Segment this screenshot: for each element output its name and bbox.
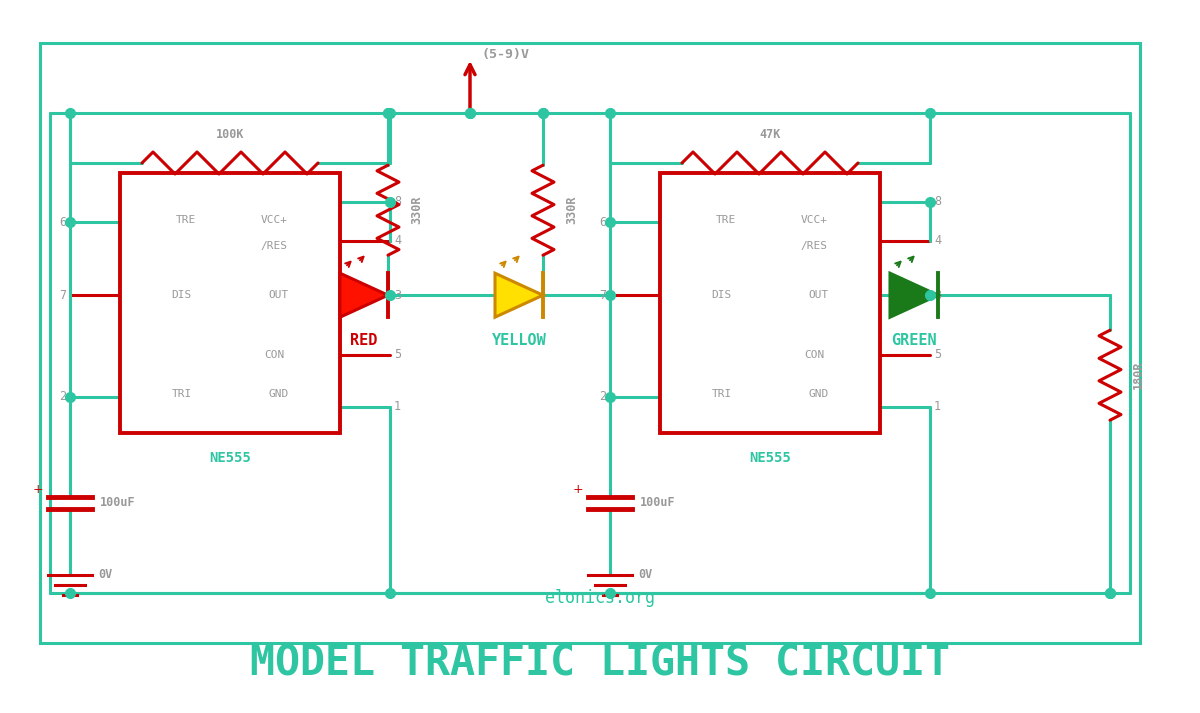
- Text: +: +: [572, 483, 583, 496]
- Text: 100K: 100K: [216, 128, 245, 141]
- Text: RED: RED: [350, 333, 378, 348]
- Text: 100uF: 100uF: [100, 496, 136, 510]
- Text: GND: GND: [269, 389, 288, 399]
- Text: TRE: TRE: [716, 215, 736, 225]
- Text: 3: 3: [394, 289, 401, 302]
- Polygon shape: [496, 273, 542, 317]
- Text: 100uF: 100uF: [640, 496, 676, 510]
- Text: 3: 3: [934, 289, 941, 302]
- Text: 4: 4: [394, 234, 401, 247]
- Text: (5-9)V: (5-9)V: [482, 48, 530, 61]
- Text: VCC+: VCC+: [260, 215, 288, 225]
- Text: DIS: DIS: [172, 290, 192, 300]
- Bar: [660, 173, 880, 433]
- Text: VCC+: VCC+: [800, 215, 828, 225]
- Text: 6: 6: [599, 216, 606, 229]
- Text: 7: 7: [599, 289, 606, 302]
- Text: TRI: TRI: [172, 389, 192, 399]
- Text: GREEN: GREEN: [892, 333, 937, 348]
- Polygon shape: [890, 273, 938, 317]
- Text: OUT: OUT: [809, 290, 828, 300]
- Text: 0V: 0V: [98, 568, 113, 582]
- Text: 2: 2: [599, 390, 606, 403]
- Text: CON: CON: [804, 350, 824, 360]
- Text: 330R: 330R: [565, 196, 578, 225]
- Text: TRI: TRI: [712, 389, 732, 399]
- Text: MODEL TRAFFIC LIGHTS CIRCUIT: MODEL TRAFFIC LIGHTS CIRCUIT: [250, 642, 950, 684]
- Text: /RES: /RES: [260, 241, 288, 251]
- Text: OUT: OUT: [269, 290, 288, 300]
- Text: NE555: NE555: [749, 451, 791, 465]
- Text: elonics.org: elonics.org: [545, 589, 655, 607]
- Text: +: +: [32, 483, 43, 496]
- Text: NE555: NE555: [209, 451, 251, 465]
- Polygon shape: [340, 273, 388, 317]
- Text: YELLOW: YELLOW: [492, 333, 546, 348]
- Text: 4: 4: [934, 234, 941, 247]
- Text: 330R: 330R: [410, 196, 424, 225]
- Text: 8: 8: [394, 195, 401, 208]
- Text: 0V: 0V: [638, 568, 653, 582]
- Text: 5: 5: [394, 349, 401, 361]
- Text: 1: 1: [394, 401, 401, 414]
- Text: 5: 5: [934, 349, 941, 361]
- Text: DIS: DIS: [712, 290, 732, 300]
- Text: 47K: 47K: [760, 128, 781, 141]
- Text: 6: 6: [59, 216, 66, 229]
- Text: CON: CON: [264, 350, 284, 360]
- Bar: [40, 43, 1140, 643]
- Text: 1: 1: [934, 401, 941, 414]
- Text: 180R: 180R: [1132, 361, 1145, 389]
- Text: 8: 8: [934, 195, 941, 208]
- Text: TRE: TRE: [176, 215, 196, 225]
- Text: GND: GND: [809, 389, 828, 399]
- Text: /RES: /RES: [800, 241, 828, 251]
- Bar: [120, 173, 340, 433]
- Text: 2: 2: [59, 390, 66, 403]
- Text: 7: 7: [59, 289, 66, 302]
